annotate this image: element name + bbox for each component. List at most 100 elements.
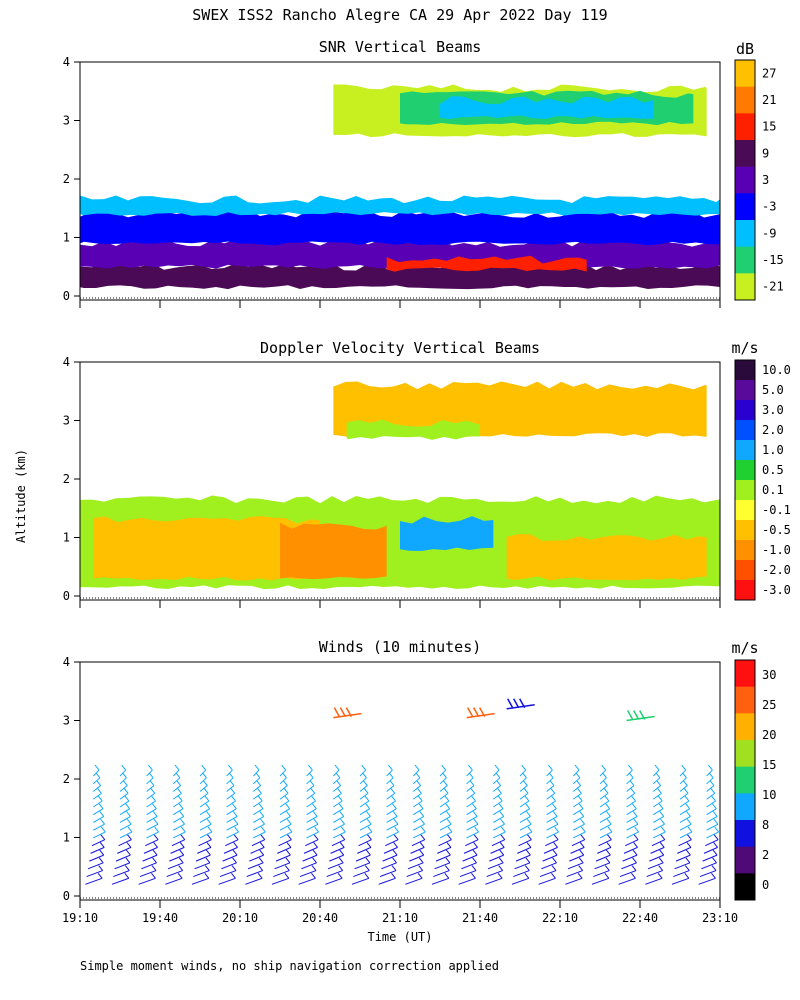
wind-barb-flag <box>284 865 290 871</box>
wind-barb-flag <box>521 764 527 771</box>
wind-barb-flag <box>607 826 613 833</box>
x-tick-label: 22:40 <box>622 911 658 925</box>
wind-barb-flag <box>309 780 315 786</box>
wind-barb-flag <box>527 834 532 840</box>
wind-barb-flag <box>551 803 557 810</box>
wind-barb-flag <box>683 787 689 794</box>
wind-barb <box>410 846 425 854</box>
wind-barb-flag <box>339 811 345 817</box>
wind-barb-flag <box>230 787 236 794</box>
wind-barb <box>303 846 318 854</box>
wind-barb-flag <box>365 803 371 810</box>
wind-barb <box>618 877 636 885</box>
colorbar-swatch <box>735 846 755 874</box>
wind-barb-flag <box>394 826 400 833</box>
wind-barb <box>571 839 585 847</box>
wind-barb <box>492 769 500 777</box>
wind-barb-flag <box>707 764 713 771</box>
wind-barb-flag <box>387 764 393 771</box>
wind-barb <box>385 839 399 847</box>
wind-barb-flag <box>153 834 159 840</box>
wind-barb-flag <box>180 834 186 840</box>
wind-barb-flag <box>204 795 210 802</box>
wind-barb <box>386 769 393 777</box>
wind-barb-flag <box>444 795 450 802</box>
colorbar-label: 0 <box>762 878 769 892</box>
wind-barb <box>538 877 556 885</box>
wind-barb-flag <box>551 865 557 871</box>
wind-barb <box>275 854 291 862</box>
wind-barb-flag <box>682 772 687 779</box>
colorbar-swatch <box>735 273 755 301</box>
wind-barb <box>117 846 132 854</box>
wind-barb <box>299 870 317 878</box>
wind-barb <box>413 816 425 823</box>
wind-barb <box>142 854 158 862</box>
wind-barb-flag <box>685 803 691 810</box>
wind-barb <box>146 777 154 785</box>
wind-barb-flag <box>602 772 607 779</box>
wind-barb-flag <box>121 764 127 771</box>
wind-barb-flag <box>285 803 291 810</box>
wind-barb <box>199 816 211 823</box>
wind-barb <box>466 831 479 839</box>
wind-barb-flag <box>367 834 372 840</box>
wind-barb-flag <box>313 834 319 840</box>
wind-barb-flag <box>312 811 318 817</box>
wind-barb-flag <box>153 842 158 848</box>
wind-barb-flag <box>232 811 238 817</box>
wind-barb-flag <box>497 872 503 879</box>
wind-barb-flag <box>710 787 716 794</box>
wind-barb-flag <box>97 787 102 794</box>
wind-barb-flag <box>527 826 533 833</box>
wind-barb <box>226 831 239 839</box>
y-tick-label: 2 <box>63 172 70 186</box>
wind-barb-flag <box>366 811 371 817</box>
wind-barb <box>279 831 293 839</box>
wind-barb <box>146 785 155 792</box>
colorbar-swatch <box>735 766 755 794</box>
wind-barb <box>463 846 478 854</box>
upper-wind-barb-flag <box>479 707 486 717</box>
wind-barb-flag <box>337 787 342 794</box>
wind-barb-flag <box>392 857 397 864</box>
wind-barb-flag <box>365 857 371 864</box>
wind-barb <box>519 777 527 785</box>
upper-wind-barb-flag <box>519 698 526 709</box>
wind-barb-flag <box>686 818 692 825</box>
heatmap-layer <box>440 96 654 120</box>
wind-barb <box>439 831 453 839</box>
wind-barb-flag <box>366 818 372 825</box>
wind-barb <box>119 823 132 831</box>
wind-barb-flag <box>339 849 345 856</box>
wind-barb-flag <box>577 787 582 794</box>
wind-barb <box>253 792 262 800</box>
wind-barb-flag <box>258 803 264 810</box>
wind-barb <box>493 800 503 808</box>
colorbar-label: 15 <box>762 758 776 772</box>
wind-barb <box>359 785 368 792</box>
wind-barb <box>89 854 104 862</box>
wind-barb-flag <box>124 865 130 871</box>
upper-wind-barb <box>333 712 362 719</box>
wind-barb <box>572 777 581 785</box>
wind-barb-flag <box>633 818 639 825</box>
wind-barb-flag <box>95 772 101 779</box>
wind-barb <box>623 846 638 854</box>
wind-barb <box>143 846 158 854</box>
heatmap-layer <box>80 195 720 216</box>
wind-barb-flag <box>337 872 343 879</box>
colorbar-swatch <box>735 193 755 221</box>
wind-barb-flag <box>122 772 127 779</box>
wind-barb <box>306 785 315 792</box>
wind-barb-flag <box>660 818 665 825</box>
footnote: Simple moment winds, no ship navigation … <box>80 959 499 973</box>
wind-barb <box>226 769 233 777</box>
wind-barb-flag <box>125 849 131 856</box>
wind-barb-flag <box>552 849 558 856</box>
wind-barb <box>359 792 369 800</box>
wind-barb <box>250 846 265 854</box>
wind-barb-flag <box>419 842 425 848</box>
wind-barb-flag <box>442 772 447 779</box>
wind-barb <box>386 792 396 800</box>
